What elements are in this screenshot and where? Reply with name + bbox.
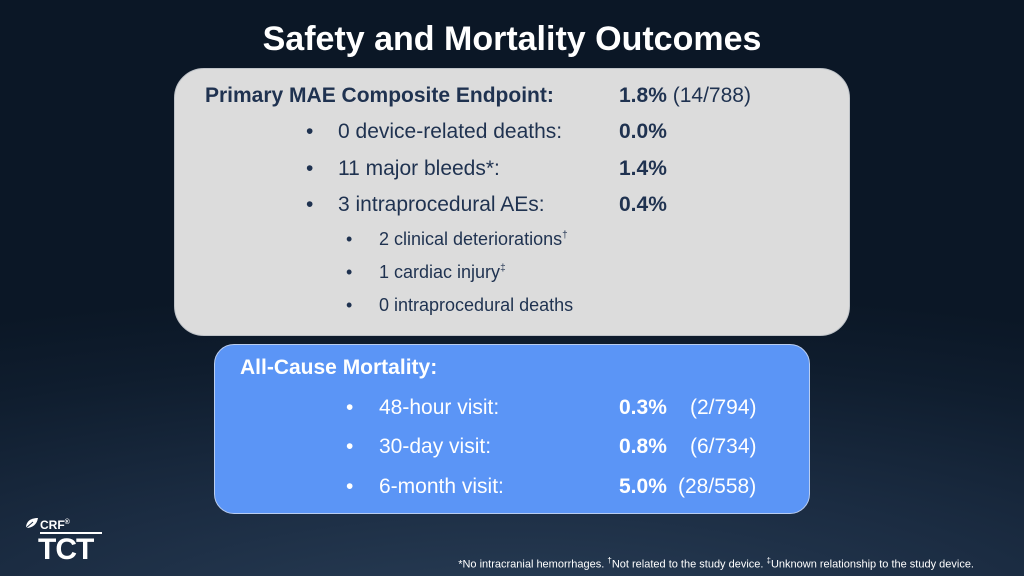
- sub-bullet: •: [346, 295, 353, 315]
- tct-logo-text: TCT: [38, 533, 94, 566]
- bullet: •: [306, 120, 314, 143]
- item-major-bleeds-label: 11 major bleeds*:: [338, 157, 500, 180]
- primary-endpoint-label: Primary MAE Composite Endpoint:: [205, 84, 554, 107]
- logo-divider: [40, 532, 102, 534]
- mortality-48h-value: 0.3%: [619, 396, 667, 419]
- item-device-deaths-value: 0.0%: [619, 120, 667, 143]
- item-major-bleeds-value: 1.4%: [619, 157, 667, 180]
- mortality-box: [214, 344, 810, 514]
- primary-count: (14/788): [672, 84, 751, 107]
- subitem-clinical-deteriorations: 2 clinical deteriorations†: [379, 229, 568, 249]
- mortality-6m-label: 6-month visit:: [379, 475, 504, 498]
- bullet: •: [346, 435, 354, 458]
- subitem-cardiac-injury: 1 cardiac injury‡: [379, 262, 506, 282]
- item-intraprocedural-aes-value: 0.4%: [619, 193, 667, 216]
- primary-endpoint-value: 1.8% (14/788): [619, 84, 751, 108]
- mortality-label: All-Cause Mortality:: [240, 356, 438, 379]
- subitem-intraprocedural-deaths: 0 intraprocedural deaths: [379, 295, 574, 315]
- primary-endpoint-box: [174, 68, 850, 336]
- item-device-deaths-label: 0 device-related deaths:: [338, 120, 563, 143]
- mortality-30d-label: 30-day visit:: [379, 435, 492, 458]
- mortality-6m-count: (28/558): [678, 475, 757, 498]
- crf-leaf-icon: [25, 518, 38, 529]
- mortality-30d-value: 0.8%: [619, 435, 667, 458]
- mortality-48h-count: (2/794): [690, 396, 757, 419]
- sub-bullet: •: [346, 262, 353, 282]
- primary-value: 1.8%: [619, 84, 667, 107]
- page-title: Safety and Mortality Outcomes: [262, 20, 762, 58]
- mortality-30d-count: (6/734): [690, 435, 757, 458]
- bullet: •: [306, 157, 314, 180]
- bullet: •: [346, 396, 354, 419]
- bullet: •: [306, 193, 314, 216]
- mortality-6m-value: 5.0%: [619, 475, 667, 498]
- sub-bullet: •: [346, 229, 353, 249]
- footnote: *No intracranial hemorrhages. †Not relat…: [458, 556, 974, 571]
- crf-logo-text: CRF®: [40, 518, 70, 532]
- item-intraprocedural-aes-label: 3 intraprocedural AEs:: [338, 193, 545, 216]
- bullet: •: [346, 475, 354, 498]
- mortality-48h-label: 48-hour visit:: [379, 396, 500, 419]
